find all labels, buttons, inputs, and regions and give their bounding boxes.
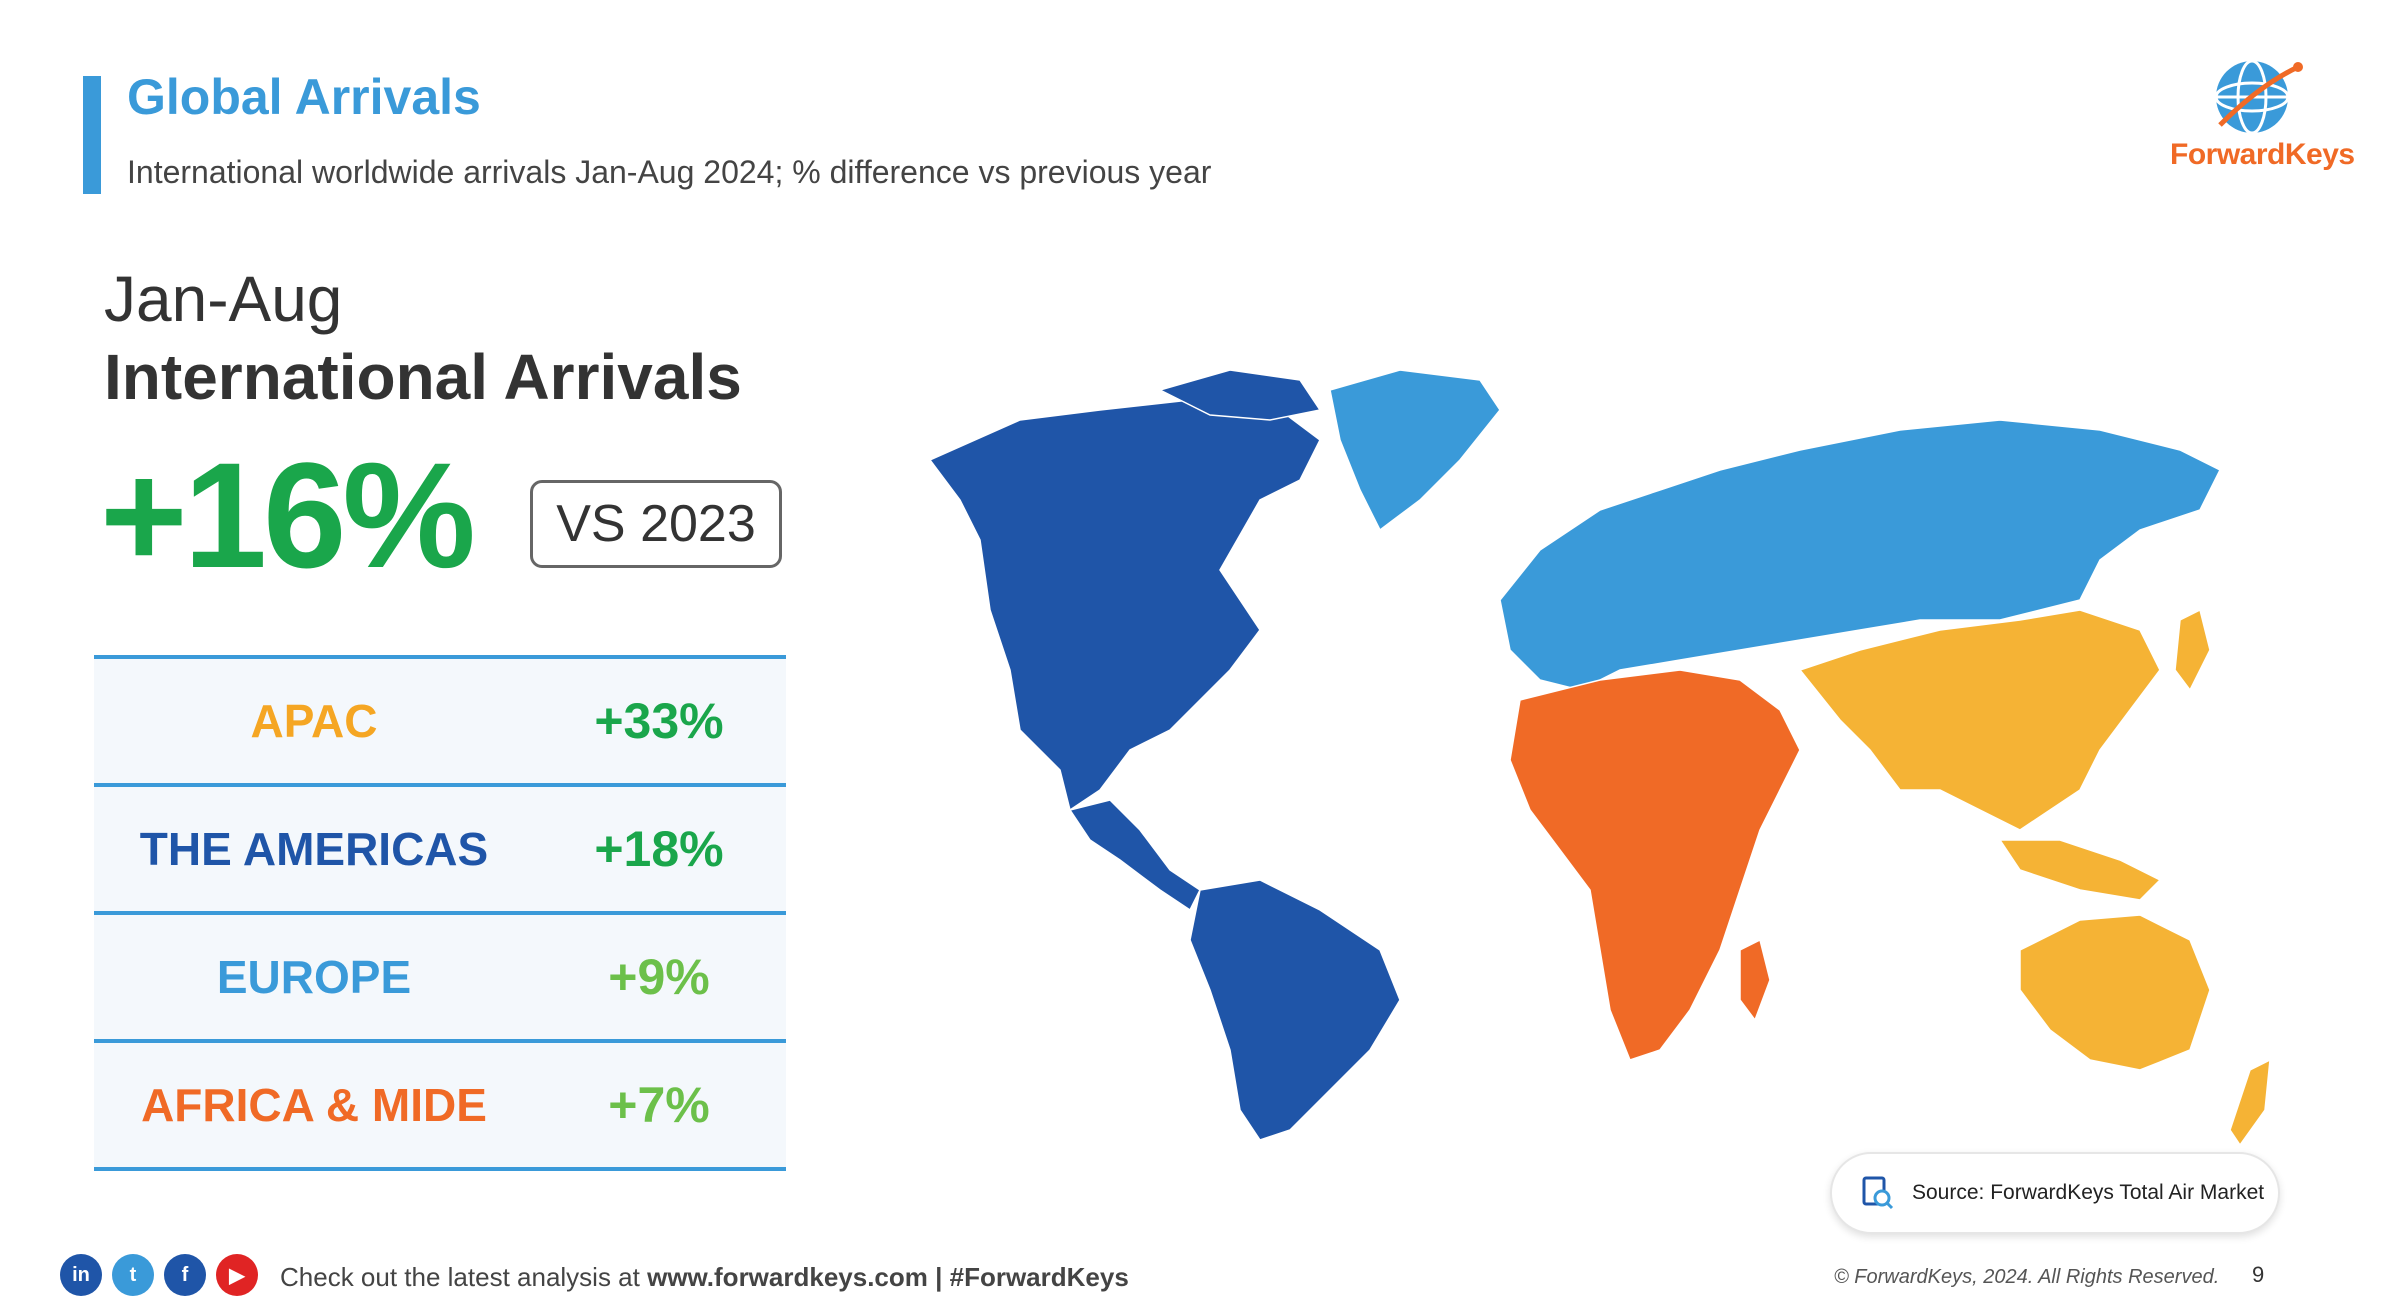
regions-table: APAC +33% THE AMERICAS +18% EUROPE +9% A… — [94, 655, 786, 1171]
twitter-icon[interactable]: t — [112, 1254, 154, 1296]
source-badge: Source: ForwardKeys Total Air Market — [1830, 1152, 2280, 1234]
page-subtitle: International worldwide arrivals Jan-Aug… — [127, 154, 1212, 190]
social-icons: in t f ▶ — [60, 1254, 258, 1296]
page-title: Global Arrivals — [127, 69, 481, 125]
map-region-europe-russia — [1499, 419, 2222, 691]
footer-text-prefix: Check out the latest analysis at — [280, 1262, 648, 1292]
map-region-north-america — [928, 399, 1321, 812]
logo-text: ForwardKeys — [2170, 138, 2355, 171]
region-name: THE AMERICAS — [139, 823, 489, 875]
map-region-central-america — [1068, 799, 1201, 912]
map-region-new-zealand — [2229, 1058, 2271, 1147]
hero-change: +16% — [100, 431, 476, 599]
document-search-icon — [1862, 1176, 1894, 1210]
youtube-icon[interactable]: ▶ — [216, 1254, 258, 1296]
footer-text: Check out the latest analysis at www.for… — [280, 1262, 1129, 1293]
source-text: Source: ForwardKeys Total Air Market — [1912, 1181, 2265, 1204]
copyright: © ForwardKeys, 2024. All Rights Reserved… — [1834, 1266, 2220, 1288]
region-name: APAC — [250, 695, 378, 747]
region-row-europe: EUROPE +9% — [94, 911, 786, 1039]
region-row-apac: APAC +33% — [94, 655, 786, 783]
hero-metric: International Arrivals — [104, 341, 742, 413]
globe-logo-icon — [2214, 59, 2303, 135]
title-accent-bar — [83, 76, 101, 194]
comparison-badge: VS 2023 — [530, 480, 782, 568]
linkedin-icon[interactable]: in — [60, 1254, 102, 1296]
map-region-australia — [2019, 914, 2211, 1071]
region-name: AFRICA & MIDE — [141, 1079, 487, 1131]
map-region-africa-mide — [1509, 669, 1801, 1061]
map-region-arctic-islands — [1157, 370, 1322, 421]
region-name: EUROPE — [216, 951, 412, 1003]
hero-period: Jan-Aug — [104, 263, 343, 335]
page-number: 9 — [2252, 1262, 2265, 1287]
region-row-americas: THE AMERICAS +18% — [94, 783, 786, 911]
footer-link[interactable]: www.forwardkeys.com | #ForwardKeys — [647, 1262, 1129, 1292]
facebook-icon[interactable]: f — [164, 1254, 206, 1296]
region-change: +9% — [608, 949, 710, 1005]
region-change: +18% — [594, 821, 724, 877]
region-row-africa-mide: AFRICA & MIDE +7% — [94, 1039, 786, 1171]
map-region-southeast-asia — [1998, 839, 2162, 901]
region-change: +33% — [594, 693, 724, 749]
map-region-madagascar — [1739, 938, 1771, 1022]
map-region-south-america — [1189, 879, 1401, 1141]
world-map — [928, 370, 2271, 1147]
map-region-japan — [2174, 608, 2211, 692]
region-change: +7% — [608, 1077, 710, 1133]
map-region-greenland — [1329, 370, 1501, 532]
map-region-asia — [1798, 609, 2161, 831]
